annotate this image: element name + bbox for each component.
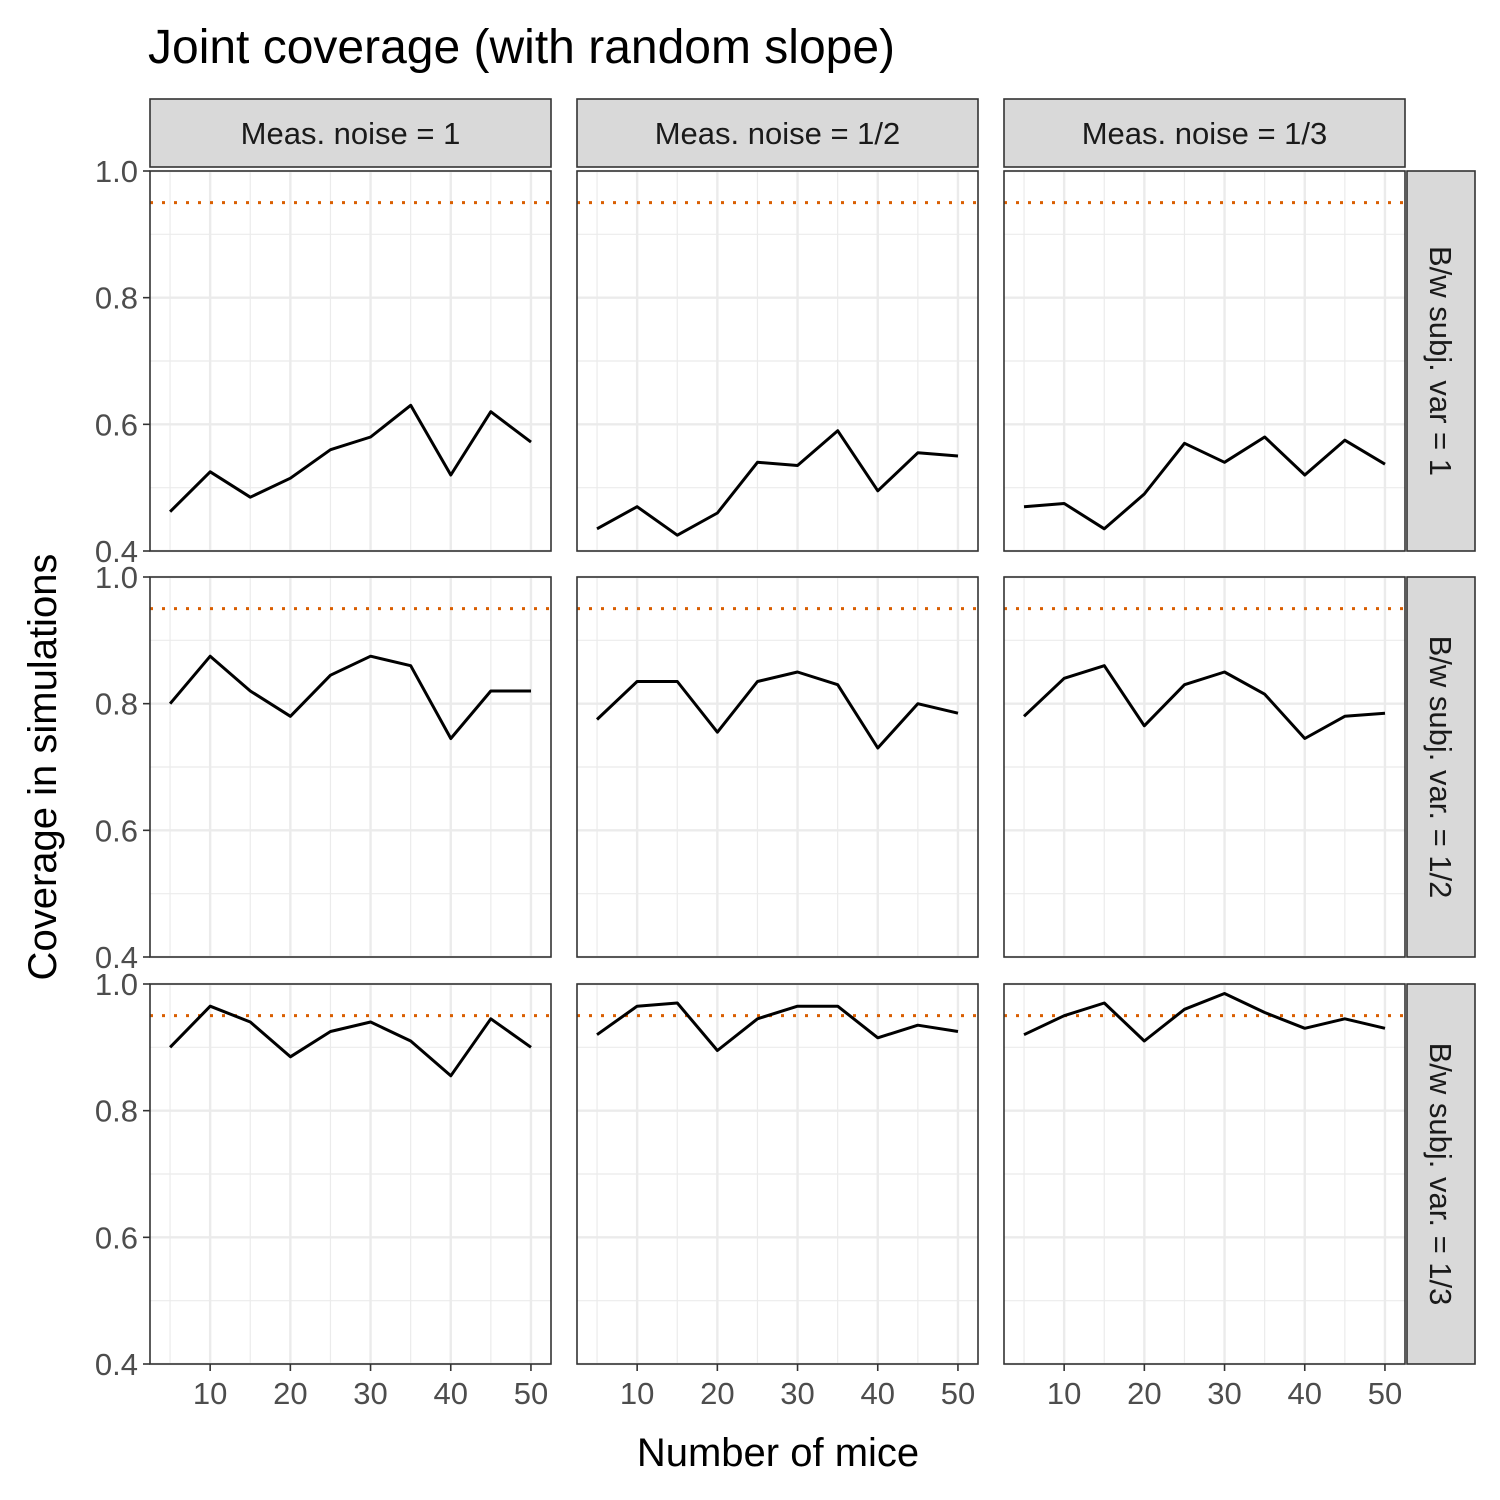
coverage-series-line [169, 403, 532, 513]
panel-border [1003, 983, 1406, 1365]
x-tick-label: 50 [1368, 1376, 1402, 1411]
column-strip [1003, 98, 1406, 168]
coverage-series-line [595, 670, 959, 750]
row-strip [1406, 576, 1476, 958]
y-tick-label: 0.6 [95, 407, 138, 442]
panel-border [576, 983, 979, 1365]
coverage-series-line [168, 654, 531, 740]
panel-border [1003, 170, 1406, 552]
x-tick-label: 50 [941, 1376, 975, 1411]
x-tick-label: 40 [861, 1376, 895, 1411]
coverage-series-line [596, 429, 959, 537]
panels-layer: Meas. noise = 1 Meas. noise = 1/2 Meas. no… [95, 98, 1476, 1411]
x-tick-label: 30 [353, 1376, 387, 1411]
facet-panel [149, 982, 552, 1366]
x-axis-title: Number of mice [637, 1431, 919, 1475]
facet-panel [1003, 575, 1406, 959]
x-tick-label: 10 [193, 1376, 227, 1411]
y-tick-label: 1.0 [95, 967, 138, 1002]
y-tick-label: 0.6 [95, 1220, 138, 1255]
y-tick-label: 0.4 [95, 534, 138, 569]
y-tick-label: 0.4 [95, 1347, 138, 1382]
panel-border [1003, 576, 1406, 958]
y-tick-label: 1.0 [95, 560, 138, 595]
panel-border [149, 576, 552, 958]
row-strip-label: B/w subj. var = 1 [1423, 246, 1458, 476]
column-strip-label: Meas. noise = 1/3 [1082, 116, 1328, 151]
facet-panel [1003, 169, 1406, 553]
x-tick-label: 30 [1207, 1376, 1241, 1411]
x-tick-label: 30 [780, 1376, 814, 1411]
row-strip [1406, 983, 1476, 1365]
coverage-series-line [1023, 435, 1386, 531]
y-axis-title: Coverage in simulations [21, 554, 65, 981]
x-tick-label: 20 [700, 1376, 734, 1411]
facet-panel [149, 575, 552, 959]
x-tick-label: 50 [514, 1376, 548, 1411]
panel-border [576, 170, 979, 552]
chart-title: Joint coverage (with random slope) [148, 21, 895, 74]
column-strip [149, 98, 552, 168]
panel-border [149, 983, 552, 1365]
panel-border [576, 576, 979, 958]
facet-panel [1003, 982, 1406, 1366]
coverage-series-line [596, 1001, 959, 1052]
column-strip [576, 98, 979, 168]
column-strip-label: Meas. noise = 1 [241, 116, 461, 151]
column-strip-label: Meas. noise = 1/2 [655, 116, 901, 151]
facet-panel [576, 982, 979, 1366]
y-tick-label: 1.0 [95, 154, 138, 189]
y-tick-label: 0.8 [95, 1094, 138, 1129]
x-tick-label: 20 [1127, 1376, 1161, 1411]
facet-panel [576, 575, 979, 959]
facet-panel [149, 169, 552, 553]
row-strip-label: B/w subj. var. = 1/2 [1423, 636, 1458, 899]
facet-panel [576, 169, 979, 553]
x-tick-label: 10 [620, 1376, 654, 1411]
coverage-series-line [1023, 992, 1386, 1043]
y-tick-label: 0.4 [95, 940, 138, 975]
coverage-series-line [1022, 664, 1386, 740]
y-tick-label: 0.8 [95, 281, 138, 316]
x-tick-label: 40 [1288, 1376, 1322, 1411]
row-strip-label: B/w subj. var. = 1/3 [1423, 1043, 1458, 1306]
x-tick-label: 40 [434, 1376, 468, 1411]
coverage-series-line [169, 1004, 532, 1078]
y-tick-label: 0.8 [95, 687, 138, 722]
row-strip [1406, 170, 1476, 552]
x-tick-label: 20 [273, 1376, 307, 1411]
panel-border [149, 170, 552, 552]
y-tick-label: 0.6 [95, 813, 138, 848]
x-tick-label: 10 [1047, 1376, 1081, 1411]
